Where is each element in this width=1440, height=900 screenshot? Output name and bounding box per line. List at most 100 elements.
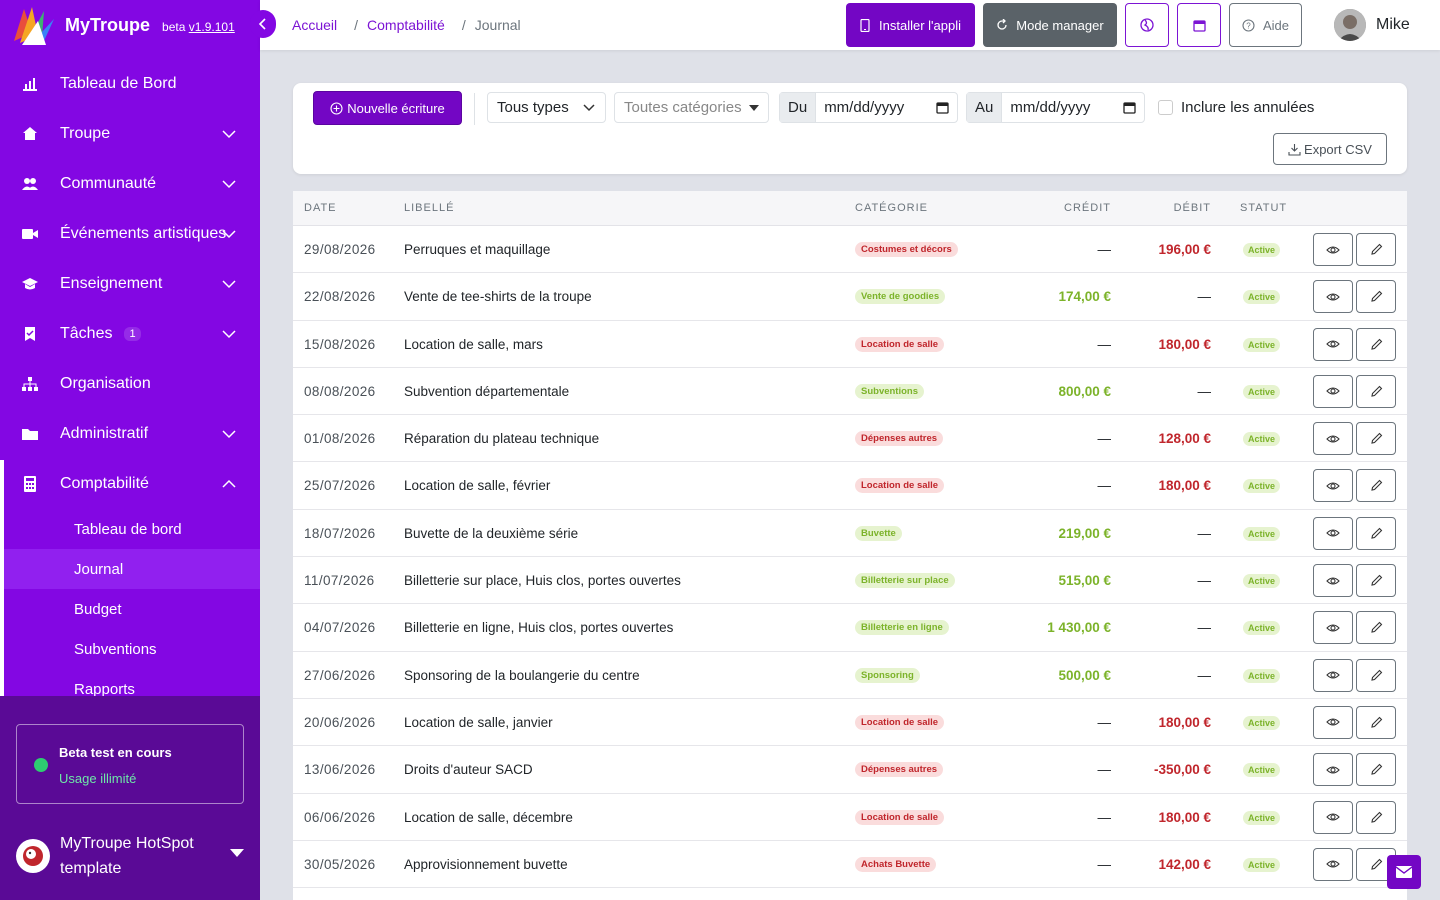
version-link[interactable]: v1.9.101: [188, 20, 235, 34]
sidebar-item-organisation[interactable]: Organisation: [0, 359, 260, 409]
eye-icon: [1326, 813, 1340, 821]
table-row[interactable]: 11/07/2026 Billetterie sur place, Huis cl…: [293, 557, 1407, 605]
install-app-button[interactable]: Installer l'appli: [846, 3, 975, 47]
org-switcher[interactable]: MyTroupe HotSpot template: [16, 831, 246, 881]
column-header-categorie[interactable]: CATÉGORIE: [855, 202, 928, 214]
folder-icon: [22, 426, 38, 442]
sidebar-collapse-button[interactable]: [250, 10, 276, 38]
sidebar-item-label: Événements artistiques: [60, 225, 227, 242]
table-row[interactable]: 27/06/2026 Sponsoring de la boulangerie d…: [293, 652, 1407, 699]
cell-libelle: Location de salle, février: [404, 478, 551, 494]
table-row[interactable]: 15/08/2026 Location de salle, mars Locatio…: [293, 321, 1407, 368]
language-button[interactable]: [1125, 3, 1169, 47]
edit-button[interactable]: [1356, 658, 1396, 692]
view-button[interactable]: [1313, 280, 1353, 314]
table-row[interactable]: 29/08/2026 Perruques et maquillage Costume…: [293, 226, 1407, 274]
sidebar-item-communaute[interactable]: Communauté: [0, 159, 260, 209]
date-to-input[interactable]: mm/dd/yyyy: [1010, 99, 1091, 116]
date-from-input[interactable]: mm/dd/yyyy: [824, 99, 905, 116]
cell-credit: —: [1097, 242, 1112, 257]
pencil-icon: [1370, 385, 1382, 397]
cell-credit: 1 430,00 €: [1047, 620, 1111, 636]
table-row[interactable]: 20/06/2026 Location de salle, janvier Loca…: [293, 699, 1407, 747]
include-cancelled-label[interactable]: Inclure les annulées: [1181, 99, 1315, 116]
column-header-credit[interactable]: CRÉDIT: [1064, 202, 1111, 214]
sidebar-item-tableau-de-bord[interactable]: Tableau de Bord: [0, 59, 260, 109]
cell-date: 08/08/2026: [304, 383, 376, 399]
edit-button[interactable]: [1356, 516, 1396, 550]
edit-button[interactable]: [1356, 374, 1396, 408]
edit-button[interactable]: [1356, 469, 1396, 503]
calendar-icon[interactable]: [1123, 101, 1136, 114]
chevron-down-icon: [222, 230, 236, 239]
cell-libelle: Location de salle, mars: [404, 336, 543, 352]
view-button[interactable]: [1313, 847, 1353, 881]
column-header-date[interactable]: DATE: [304, 202, 337, 214]
date-to-field[interactable]: Au mm/dd/yyyy: [966, 92, 1145, 123]
view-button[interactable]: [1313, 611, 1353, 645]
sidebar-item-comptabilite[interactable]: Comptabilité: [0, 459, 260, 509]
eye-icon: [1326, 387, 1340, 395]
table-row[interactable]: 13/06/2026 Droits d'auteur SACD Dépenses a…: [293, 746, 1407, 794]
date-from-field[interactable]: Du mm/dd/yyyy: [779, 92, 958, 123]
sidebar-item-enseignement[interactable]: Enseignement: [0, 259, 260, 309]
submenu-comptabilite: Tableau de bord Journal Budget Subventio…: [0, 509, 260, 709]
table-row[interactable]: 22/08/2026 Vente de tee-shirts de la trou…: [293, 273, 1407, 321]
type-select[interactable]: Tous types: [487, 92, 606, 123]
view-button[interactable]: [1313, 469, 1353, 503]
view-button[interactable]: [1313, 233, 1353, 266]
brand-version[interactable]: beta v1.9.101: [162, 20, 235, 34]
view-button[interactable]: [1313, 564, 1353, 598]
sidebar-item-evenements[interactable]: Événements artistiques: [0, 209, 260, 259]
table-row[interactable]: 06/06/2026 Location de salle, décembre Loc…: [293, 794, 1407, 841]
breadcrumb-home[interactable]: Accueil: [292, 17, 338, 33]
sidebar-subitem-journal[interactable]: Journal: [4, 549, 260, 589]
table-row[interactable]: 30/05/2026 Approvisionnement buvette Achat…: [293, 841, 1407, 889]
sidebar-item-troupe[interactable]: Troupe: [0, 109, 260, 159]
view-button[interactable]: [1313, 516, 1353, 550]
breadcrumb-comptabilite[interactable]: Comptabilité: [367, 17, 445, 33]
category-select[interactable]: Toutes catégories: [614, 92, 769, 123]
edit-button[interactable]: [1356, 327, 1396, 361]
calendar-button[interactable]: [1177, 3, 1221, 47]
calendar-icon[interactable]: [936, 101, 949, 114]
edit-button[interactable]: [1356, 753, 1396, 787]
edit-button[interactable]: [1356, 422, 1396, 456]
sidebar-item-taches[interactable]: Tâches 1: [0, 309, 260, 359]
edit-button[interactable]: [1356, 233, 1396, 266]
table-row[interactable]: 01/08/2026 Réparation du plateau techniqu…: [293, 415, 1407, 463]
sidebar-item-administratif[interactable]: Administratif: [0, 409, 260, 459]
view-button[interactable]: [1313, 705, 1353, 739]
user-menu[interactable]: Mike: [1334, 9, 1410, 41]
table-row[interactable]: 04/07/2026 Billetterie en ligne, Huis clo…: [293, 604, 1407, 652]
edit-button[interactable]: [1356, 705, 1396, 739]
manager-mode-button[interactable]: Mode manager: [983, 3, 1117, 47]
view-button[interactable]: [1313, 800, 1353, 834]
edit-button[interactable]: [1356, 564, 1396, 598]
include-cancelled-checkbox[interactable]: [1158, 100, 1173, 115]
sidebar-subitem-rapports[interactable]: Rapports: [74, 680, 135, 698]
view-button[interactable]: [1313, 374, 1353, 408]
column-header-debit[interactable]: DÉBIT: [1173, 202, 1211, 214]
edit-button[interactable]: [1356, 280, 1396, 314]
table-row[interactable]: 18/07/2026 Buvette de la deuxième série Bu…: [293, 510, 1407, 558]
column-header-statut[interactable]: STATUT: [1240, 202, 1288, 214]
view-button[interactable]: [1313, 422, 1353, 456]
sidebar-subitem-subventions[interactable]: Subventions: [74, 640, 157, 658]
sidebar-subitem-budget[interactable]: Budget: [74, 600, 122, 618]
view-button[interactable]: [1313, 327, 1353, 361]
new-entry-button[interactable]: Nouvelle écriture: [313, 91, 462, 125]
table-row[interactable]: 08/08/2026 Subvention départementale Subve…: [293, 368, 1407, 416]
help-button[interactable]: ? Aide: [1229, 3, 1302, 47]
column-header-libelle[interactable]: LIBELLÉ: [404, 202, 455, 214]
brand[interactable]: MyTroupe beta v1.9.101: [0, 0, 260, 50]
sidebar-subitem-tableau-de-bord[interactable]: Tableau de bord: [74, 520, 182, 538]
export-csv-button[interactable]: Export CSV: [1273, 133, 1387, 165]
edit-button[interactable]: [1356, 800, 1396, 834]
message-button[interactable]: [1387, 855, 1421, 889]
view-button[interactable]: [1313, 753, 1353, 787]
view-button[interactable]: [1313, 658, 1353, 692]
edit-button[interactable]: [1356, 611, 1396, 645]
calendar-icon: [1192, 19, 1206, 32]
table-row[interactable]: 25/07/2026 Location de salle, février Loca…: [293, 462, 1407, 510]
